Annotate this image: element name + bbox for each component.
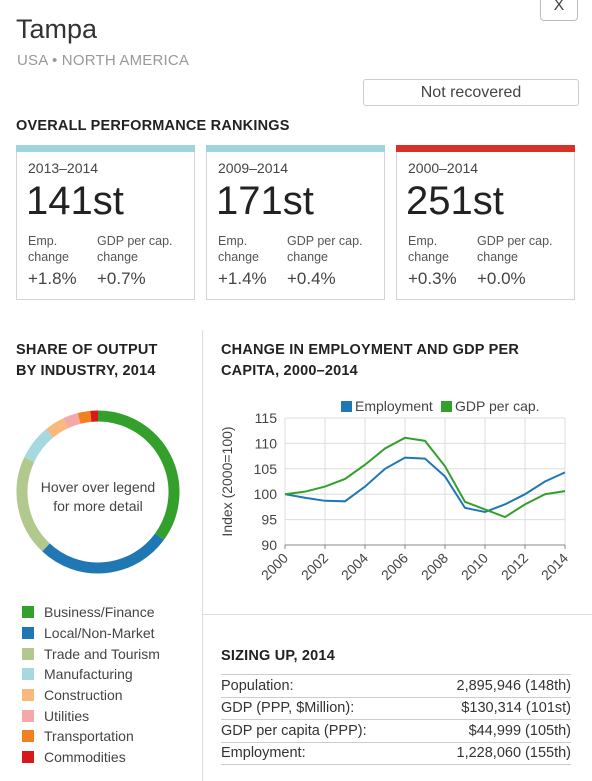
emp-change-label: Emp. change: [408, 234, 450, 264]
legend-label: Local/Non-Market: [44, 625, 155, 642]
legend-swatch: [22, 751, 34, 764]
legend-item-commodities[interactable]: Commodities: [22, 747, 160, 768]
card-rank: 171st: [216, 179, 314, 223]
legend-item-transportation[interactable]: Transportation: [22, 726, 160, 747]
emp-change-value: +1.8%: [28, 269, 77, 288]
x-tick-label: 2014: [538, 550, 571, 583]
legend-item-trade-and-tourism[interactable]: Trade and Tourism: [22, 643, 160, 664]
legend-item-manufacturing[interactable]: Manufacturing: [22, 664, 160, 685]
legend-item-utilities[interactable]: Utilities: [22, 705, 160, 726]
city-name: Tampa: [16, 14, 98, 44]
industry-legend: Business/Finance Local/Non-Market Trade an…: [22, 602, 160, 768]
x-tick-label: 2012: [498, 550, 531, 583]
card-period: 2013–2014: [28, 160, 99, 176]
gdp-change-value: +0.0%: [477, 269, 526, 288]
donut-slice-construction: [46, 418, 69, 438]
region-label: USA • NORTH AMERICA: [17, 52, 190, 69]
x-tick-label: 2006: [378, 550, 411, 583]
rankings-title: OVERALL PERFORMANCE RANKINGS: [16, 118, 290, 134]
gdp-change-label: GDP per cap. change: [477, 234, 553, 264]
legend-item-construction[interactable]: Construction: [22, 685, 160, 706]
x-tick-label: 2004: [338, 550, 371, 583]
x-tick-label: 2008: [418, 550, 451, 583]
y-tick-label: 100: [254, 486, 278, 502]
ranking-card-2013-2014: 2013–2014 141st Emp. change GDP per cap. c…: [16, 145, 195, 300]
section-divider: [202, 330, 203, 781]
emp-change-label: Emp. change: [28, 234, 70, 264]
industry-donut-chart: [16, 410, 180, 574]
legend-swatch: [22, 668, 34, 681]
x-tick-label: 2002: [298, 550, 331, 583]
sizing-row-population: Population: 2,895,946 (148th): [221, 674, 571, 697]
card-period: 2000–2014: [408, 160, 479, 176]
donut-slice-local-non-market: [42, 533, 164, 574]
y-tick-label: 110: [255, 435, 278, 451]
gdp-change-value: +0.4%: [287, 269, 336, 288]
x-tick-label: 2010: [458, 550, 491, 583]
card-rank: 251st: [406, 179, 504, 223]
donut-slice-utilities: [63, 413, 81, 429]
sizing-row-gdp: GDP (PPP, $Million): $130,314 (101st): [221, 696, 571, 720]
emp-change-value: +0.3%: [408, 269, 457, 288]
series-line-employment: [284, 456, 566, 514]
legend-swatch: [22, 606, 34, 619]
gdp-change-label: GDP per cap. change: [97, 234, 173, 264]
legend-swatch: [441, 401, 452, 412]
y-tick-label: 90: [261, 537, 277, 553]
donut-center-text: Hover over legend for more detail: [40, 479, 156, 514]
chart-legend-item: GDP per cap.: [441, 398, 540, 414]
legend-label: Transportation: [44, 728, 134, 745]
card-accent-bar: [206, 145, 385, 152]
employment-gdp-line-chart: 90 95 100 105 110 115 2000 2002 2004 2006 2008 2010…: [219, 398, 571, 583]
donut-slice-trade-and-tourism: [16, 457, 50, 552]
legend-swatch: [22, 689, 34, 702]
x-tick-label: 2000: [258, 550, 291, 583]
legend-label: Utilities: [44, 707, 90, 724]
legend-item-local-non-market[interactable]: Local/Non-Market: [22, 623, 160, 644]
donut-slice-manufacturing: [24, 429, 54, 463]
series-line-gdp-per-cap: [284, 436, 566, 519]
change-chart-title: CHANGE IN EMPLOYMENT AND GDP PER CAPITA, …: [221, 342, 520, 379]
ranking-card-2000-2014: 2000–2014 251st Emp. change GDP per cap. c…: [396, 145, 575, 300]
legend-label: Commodities: [44, 749, 126, 766]
section-divider: [203, 614, 592, 615]
sizing-table: Population: 2,895,946 (148th) GDP (PPP, $…: [221, 674, 571, 765]
legend-label: Construction: [44, 687, 123, 704]
chart-legend-item: Employment: [341, 398, 433, 414]
legend-swatch: [22, 627, 34, 640]
legend-item-business-finance[interactable]: Business/Finance: [22, 602, 160, 623]
card-rank: 141st: [26, 179, 124, 223]
sizing-row-gdp-per-capita: GDP per capita (PPP): $44,999 (105th): [221, 719, 571, 742]
y-axis-label: Index (2000=100): [219, 426, 235, 536]
emp-change-label: Emp. change: [218, 234, 260, 264]
close-button[interactable]: X: [540, 0, 578, 21]
y-tick-label: 115: [255, 410, 278, 426]
legend-swatch: [22, 647, 34, 660]
legend-swatch: [341, 401, 352, 412]
donut-slice-business-finance: [97, 410, 180, 540]
sizing-title: SIZING UP, 2014: [221, 648, 335, 664]
legend-label: Manufacturing: [44, 666, 133, 683]
legend-label: GDP per cap.: [455, 398, 540, 414]
donut-slice-transportation: [77, 410, 92, 424]
emp-change-value: +1.4%: [218, 269, 267, 288]
gdp-change-label: GDP per cap. change: [287, 234, 363, 264]
card-period: 2009–2014: [218, 160, 289, 176]
legend-label: Trade and Tourism: [44, 645, 160, 662]
gdp-change-value: +0.7%: [97, 269, 146, 288]
legend-label: Business/Finance: [44, 604, 155, 621]
y-tick-label: 105: [254, 461, 278, 477]
status-badge: Not recovered: [363, 79, 579, 106]
legend-label: Employment: [355, 398, 433, 414]
legend-swatch: [22, 709, 34, 722]
card-accent-bar: [16, 145, 195, 152]
share-title: SHARE OF OUTPUT BY INDUSTRY, 2014: [16, 342, 158, 379]
card-accent-bar: [396, 145, 575, 152]
ranking-card-2009-2014: 2009–2014 171st Emp. change GDP per cap. c…: [206, 145, 385, 300]
sizing-row-employment: Employment: 1,228,060 (155th): [221, 741, 571, 765]
y-tick-label: 95: [261, 512, 277, 528]
legend-swatch: [22, 730, 34, 743]
